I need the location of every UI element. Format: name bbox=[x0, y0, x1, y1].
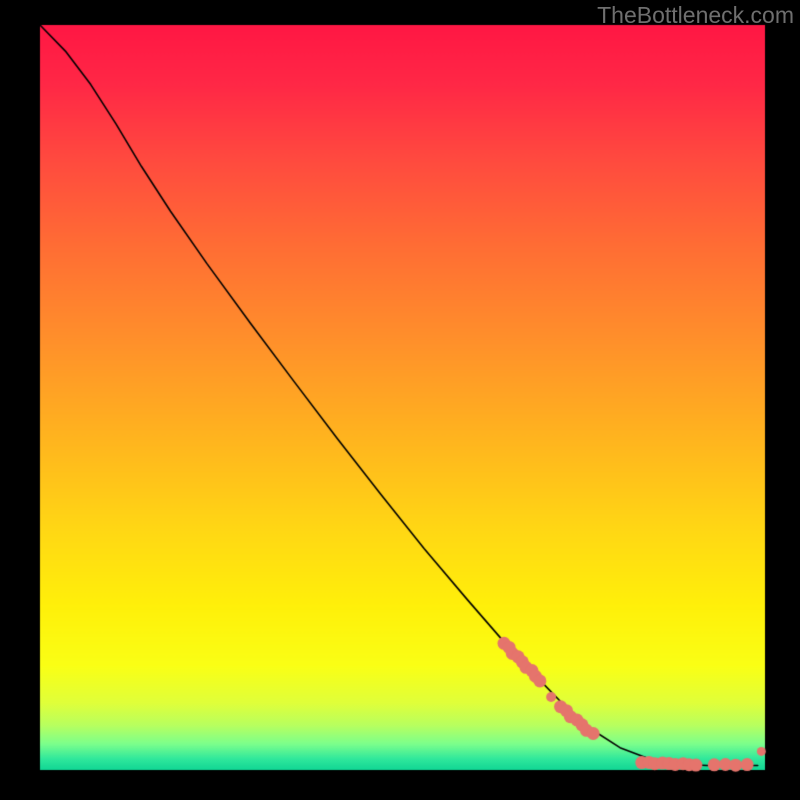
chart-container: TheBottleneck.com bbox=[0, 0, 800, 800]
bottleneck-curve-plot bbox=[0, 0, 800, 800]
watermark-text: TheBottleneck.com bbox=[597, 2, 794, 29]
